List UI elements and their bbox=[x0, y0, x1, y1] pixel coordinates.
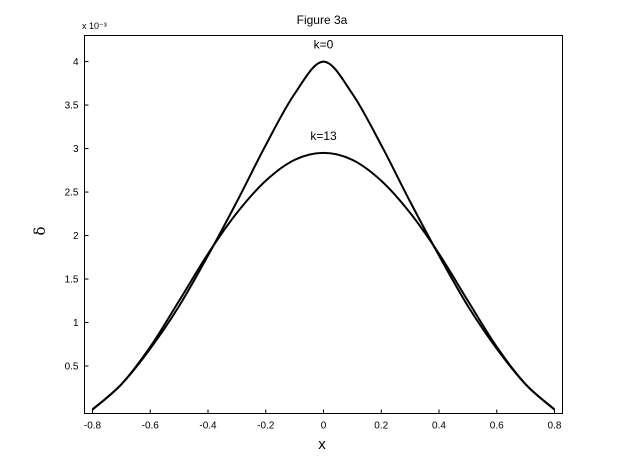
y-tick-label: 1.5 bbox=[65, 275, 79, 286]
curve-label: k=0 bbox=[314, 38, 334, 52]
y-tick-label: 2.5 bbox=[65, 188, 79, 199]
y-tick-label: 1 bbox=[73, 318, 79, 329]
x-axis: -0.8 -0.6 -0.4 -0.2 0 0.2 0.4 0.6 0.8 bbox=[84, 409, 562, 432]
x-tick-label: 0.6 bbox=[490, 421, 504, 432]
x-tick-label: 0 bbox=[321, 421, 327, 432]
x-axis-label: x bbox=[318, 436, 326, 453]
x-tick-label: -0.2 bbox=[257, 421, 275, 432]
plot-area bbox=[84, 35, 563, 414]
y-tick-label: 3.5 bbox=[65, 101, 79, 112]
x-tick-label: 0.2 bbox=[374, 421, 388, 432]
y-axis: 0.5 1 1.5 2 2.5 3 3.5 4 bbox=[65, 57, 89, 373]
x-tick-label: -0.8 bbox=[84, 421, 102, 432]
y-axis-label: δ bbox=[31, 226, 49, 235]
data-lines bbox=[91, 60, 556, 411]
x-tick-label: -0.6 bbox=[142, 421, 160, 432]
y-tick-label: 0.5 bbox=[65, 362, 79, 373]
y-exponent-label: x 10⁻³ bbox=[82, 21, 107, 31]
curve-label: k=13 bbox=[310, 129, 337, 143]
x-tick-label: 0.4 bbox=[432, 421, 446, 432]
x-tick-label: 0.8 bbox=[548, 421, 562, 432]
curve-annotations: k=0 k=13 bbox=[310, 38, 337, 143]
series-line-k-13 bbox=[91, 151, 556, 411]
x-tick-label: -0.4 bbox=[199, 421, 217, 432]
y-tick-label: 2 bbox=[73, 231, 79, 242]
chart-title: Figure 3a bbox=[297, 13, 348, 27]
series-line-k-0 bbox=[91, 60, 556, 411]
y-tick-label: 3 bbox=[73, 144, 79, 155]
y-tick-label: 4 bbox=[73, 57, 79, 68]
